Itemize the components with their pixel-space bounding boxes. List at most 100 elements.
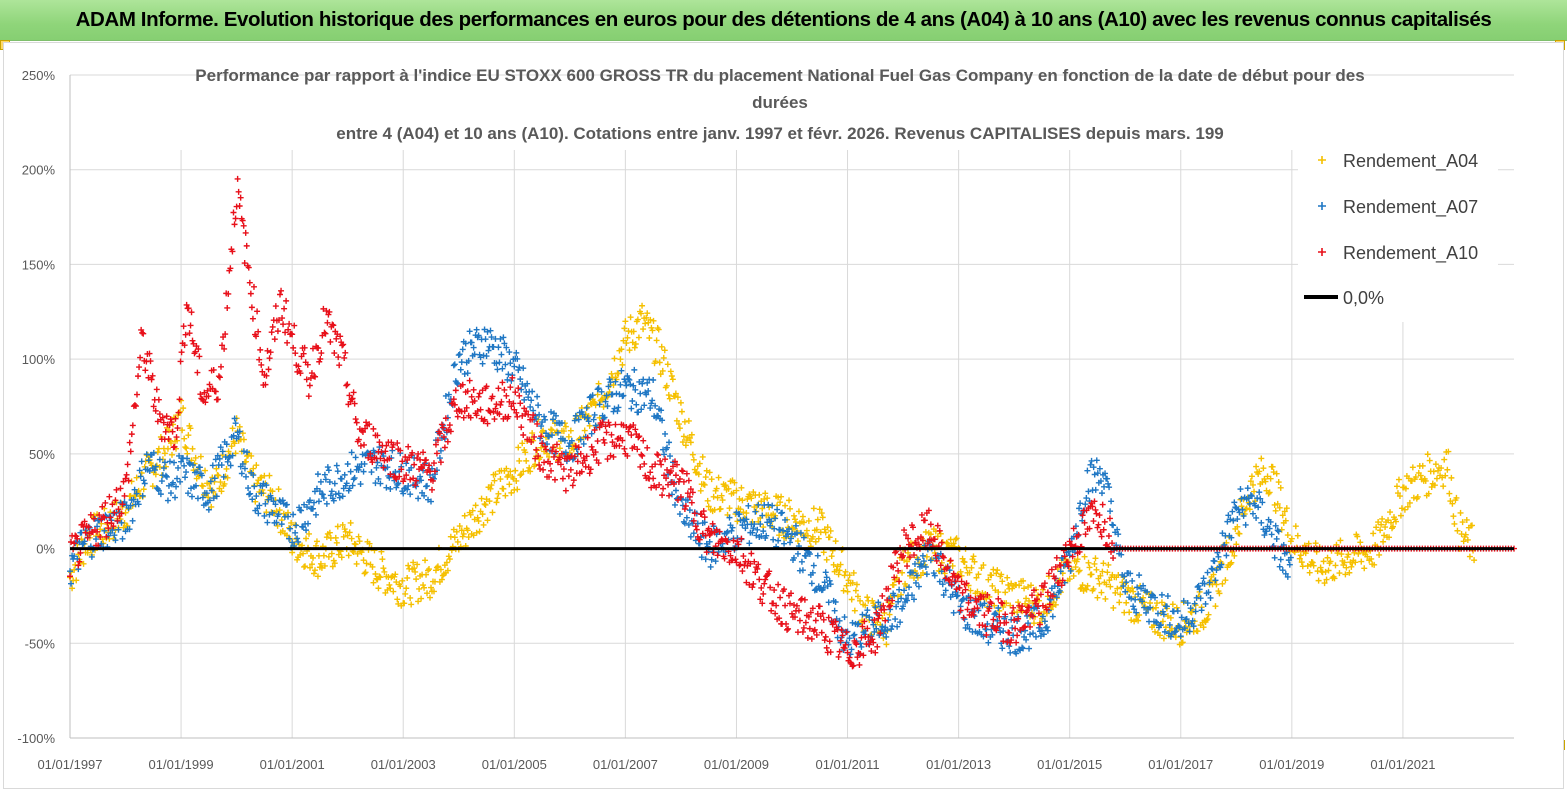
- data-point-a04: [376, 573, 383, 580]
- data-point-a10: [813, 631, 820, 638]
- data-point-a04: [408, 601, 415, 608]
- data-point-a07: [235, 433, 242, 440]
- data-point-a07: [1239, 506, 1246, 513]
- data-point-a10: [1066, 538, 1073, 545]
- data-point-a10: [872, 649, 879, 656]
- data-point-a07: [110, 510, 117, 517]
- data-point-a10: [700, 508, 707, 515]
- data-point-a10: [686, 493, 693, 500]
- data-point-a07: [729, 524, 736, 531]
- data-point-a10: [146, 350, 153, 357]
- data-point-a10: [1018, 607, 1025, 614]
- data-point-a10: [783, 620, 790, 627]
- data-point-a04: [1123, 599, 1130, 606]
- data-point-a04: [508, 489, 515, 496]
- data-point-a07: [356, 464, 363, 471]
- data-point-a04: [715, 474, 722, 481]
- x-tick-label: 01/01/2007: [593, 757, 658, 772]
- data-point-a10: [470, 386, 477, 393]
- data-point-a10: [341, 354, 348, 361]
- data-point-a10: [171, 443, 178, 450]
- data-point-a10: [315, 345, 322, 352]
- data-point-a04: [862, 602, 869, 609]
- data-point-a10: [986, 605, 993, 612]
- data-point-a04: [453, 528, 460, 535]
- data-point-a04: [515, 444, 522, 451]
- data-point-a07: [1027, 631, 1034, 638]
- data-point-a07: [1180, 597, 1187, 604]
- data-point-a04: [161, 450, 168, 457]
- data-point-a07: [1149, 591, 1156, 598]
- data-point-a10: [259, 368, 266, 375]
- data-point-a10: [850, 662, 857, 669]
- data-point-a07: [645, 387, 652, 394]
- data-point-a04: [565, 433, 572, 440]
- data-point-a07: [496, 359, 503, 366]
- data-point-a07: [172, 494, 179, 501]
- data-point-a07: [217, 444, 224, 451]
- data-point-a04: [253, 462, 260, 469]
- data-point-a10: [657, 457, 664, 464]
- data-point-a04: [680, 433, 687, 440]
- data-point-a10: [795, 607, 802, 614]
- data-point-a07: [676, 511, 683, 518]
- data-point-a04: [805, 517, 812, 524]
- data-point-a10: [807, 609, 814, 616]
- data-point-a10: [140, 330, 147, 337]
- data-point-a07: [726, 514, 733, 521]
- data-point-a07: [1134, 584, 1141, 591]
- data-point-a04: [832, 538, 839, 545]
- data-point-a04: [1386, 534, 1393, 541]
- data-point-a04: [1135, 617, 1142, 624]
- data-point-a07: [286, 535, 293, 542]
- data-point-a10: [612, 421, 619, 428]
- data-point-a04: [69, 585, 76, 592]
- data-point-a10: [905, 535, 912, 542]
- data-point-a07: [745, 502, 752, 509]
- data-point-a04: [1086, 564, 1093, 571]
- data-point-a04: [903, 583, 910, 590]
- data-point-a04: [1428, 484, 1435, 491]
- data-point-a10: [936, 527, 943, 534]
- data-point-a04: [454, 538, 461, 545]
- data-point-a10: [909, 524, 916, 531]
- data-point-a07: [1257, 495, 1264, 502]
- data-point-a04: [740, 509, 747, 516]
- legend-label-a10: Rendement_A10: [1343, 243, 1478, 264]
- data-point-a07: [900, 603, 907, 610]
- data-point-a10: [461, 408, 468, 415]
- data-point-a04: [697, 487, 704, 494]
- data-point-a10: [376, 439, 383, 446]
- data-point-a10: [891, 574, 898, 581]
- data-point-a07: [601, 414, 608, 421]
- data-point-a10: [1004, 639, 1011, 646]
- data-point-a10: [691, 510, 698, 517]
- data-point-a07: [261, 512, 268, 519]
- data-point-a04: [213, 465, 220, 472]
- data-point-a04: [164, 445, 171, 452]
- data-point-a07: [466, 328, 473, 335]
- data-point-a04: [787, 505, 794, 512]
- data-point-a07: [361, 460, 368, 467]
- data-point-a10: [268, 329, 275, 336]
- data-point-a07: [799, 567, 806, 574]
- data-point-a10: [880, 602, 887, 609]
- data-point-a04: [556, 445, 563, 452]
- data-point-a04: [424, 590, 431, 597]
- data-point-a07: [515, 367, 522, 374]
- data-point-a04: [326, 529, 333, 536]
- data-point-a07: [1131, 606, 1138, 613]
- data-point-a10: [263, 372, 270, 379]
- data-point-a07: [914, 556, 921, 563]
- data-point-a07: [1133, 609, 1140, 616]
- data-point-a10: [1012, 625, 1019, 632]
- data-point-a07: [520, 365, 527, 372]
- data-point-a04: [472, 502, 479, 509]
- data-point-a04: [988, 572, 995, 579]
- data-point-a07: [638, 406, 645, 413]
- data-point-a10: [885, 585, 892, 592]
- data-point-a10: [887, 602, 894, 609]
- data-point-a07: [1200, 575, 1207, 582]
- data-point-a10: [560, 466, 567, 473]
- data-point-a07: [258, 490, 265, 497]
